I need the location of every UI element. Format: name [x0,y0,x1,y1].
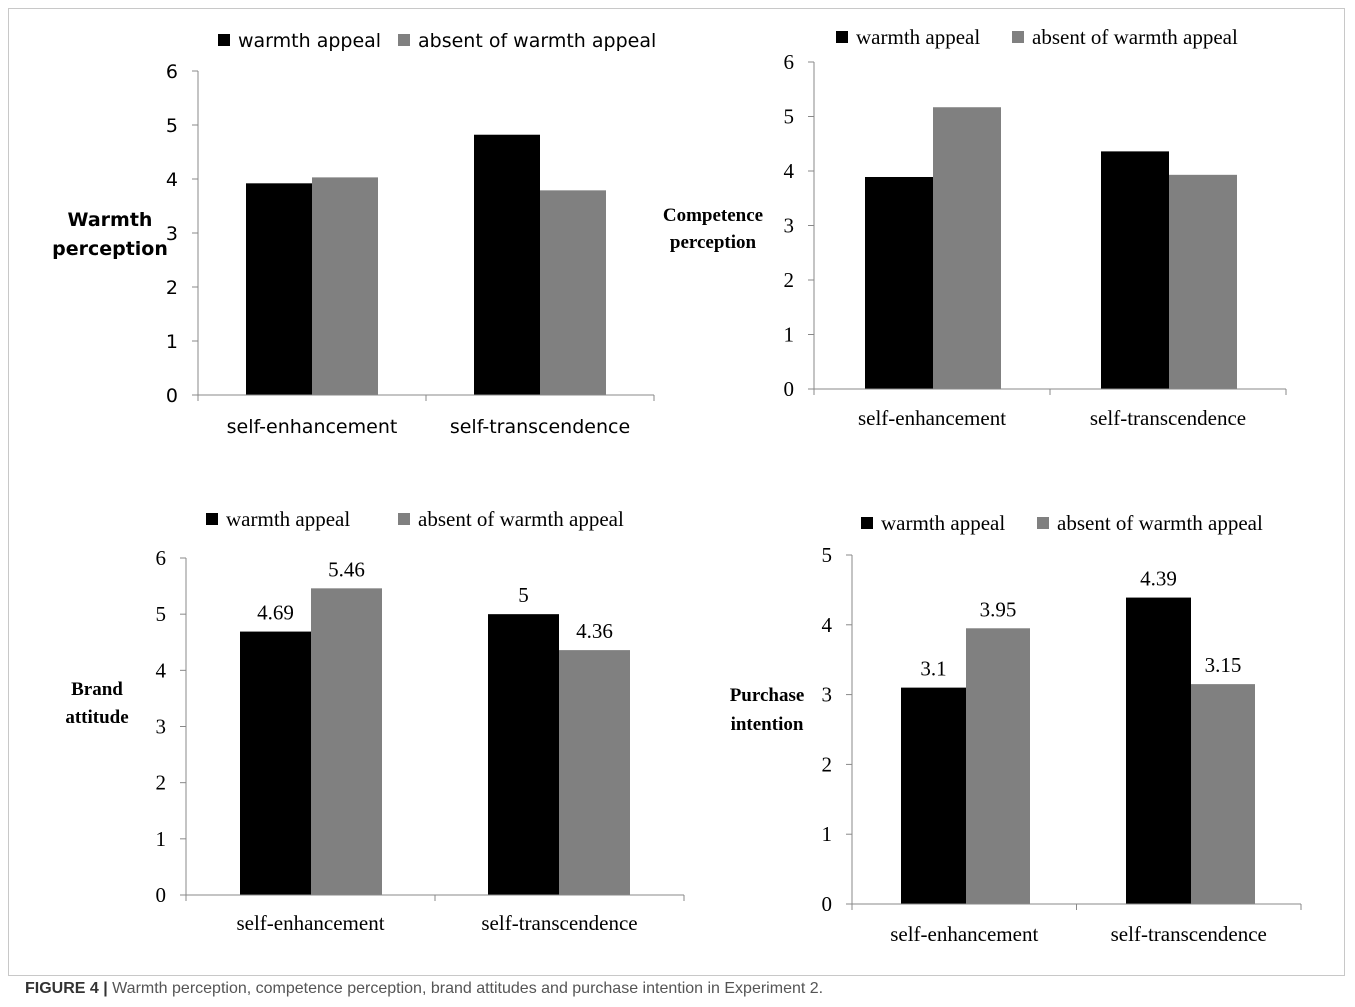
chart2-y-axis-label-line1: Competence [663,205,763,226]
chart1-y-tick-label: 1 [166,331,178,353]
chart3-y-tick-label: 4 [156,658,167,682]
chart3-data-label: 4.36 [576,619,613,643]
chart1-y-tick-label: 6 [166,61,178,83]
chart4-category-label: self-enhancement [890,922,1038,946]
chart1-bar-absent-1 [312,177,378,395]
chart3-bar-absent-2 [559,650,630,895]
chart4-bar-absent-2 [1191,684,1255,904]
chart2-legend-swatch-absent [1012,31,1024,43]
chart3-legend-swatch-absent [398,513,410,525]
chart4-legend-swatch-absent [1037,517,1049,529]
chart4-data-label: 4.39 [1140,567,1177,591]
chart3-data-label: 4.69 [257,601,294,625]
chart2-bar-absent-1 [933,107,1001,390]
chart4-bar-absent-1 [966,628,1030,904]
chart3-legend-swatch-warmth [206,513,218,525]
chart1-y-tick-label: 4 [166,169,178,191]
chart4-y-tick-label: 5 [822,543,833,567]
chart3-y-tick-label: 0 [156,883,167,907]
chart1-y-axis-label-line1: Warmth [68,209,153,231]
chart3-category-label: self-enhancement [236,911,384,935]
chart1-y-tick-label: 3 [166,223,178,245]
chart4-y-tick-label: 0 [822,892,833,916]
chart3-legend-label-warmth: warmth appeal [226,507,350,531]
chart3-bar-warmth-2 [488,614,559,895]
chart2-legend-swatch-warmth [836,31,848,43]
chart4-legend-label-warmth: warmth appeal [881,511,1005,535]
chart3-y-tick-label: 6 [156,546,167,570]
chart1-bar-warmth-2 [474,134,540,395]
chart2-legend-label-warmth: warmth appeal [856,25,980,49]
chart1-category-label: self-enhancement [227,416,398,438]
chart4-bar-warmth-2 [1126,597,1191,904]
figure-caption: FIGURE 4 | Warmth perception, competence… [25,980,1335,1002]
chart1-y-tick-label: 2 [166,277,178,299]
chart3-y-tick-label: 2 [156,771,167,795]
chart4-category-label: self-transcendence [1111,922,1267,946]
chart2-category-label: self-enhancement [858,406,1006,430]
chart1-y-axis-label-line2: perception [52,238,168,260]
chart4-data-label: 3.15 [1205,653,1242,677]
caption-label: FIGURE 4 | [25,980,108,997]
chart3-data-label: 5.46 [328,557,365,581]
chart2-y-tick-label: 6 [784,50,795,74]
chart4-y-tick-label: 4 [822,613,833,637]
chart2-legend-label-absent: absent of warmth appeal [1032,25,1238,49]
chart3-bar-warmth-1 [240,631,311,895]
chart4-y-tick-label: 1 [822,822,833,846]
chart1-category-label: self-transcendence [450,416,630,438]
chart3-bar-absent-1 [311,588,382,895]
chart3-y-tick-label: 5 [156,602,167,626]
chart1-bar-warmth-1 [246,183,312,395]
chart1-legend-label-warmth: warmth appeal [238,30,381,52]
chart4-legend-label-absent: absent of warmth appeal [1057,511,1263,535]
chart3-y-tick-label: 1 [156,827,167,851]
chart2-y-tick-label: 1 [784,323,795,347]
chart4-y-axis-label-line1: Purchase [730,685,805,706]
chart3-legend-label-absent: absent of warmth appeal [418,507,624,531]
chart2-bar-absent-2 [1169,174,1237,389]
chart2-y-tick-label: 5 [784,105,795,129]
chart1-legend-swatch-warmth [218,34,230,46]
chart3-data-label: 5 [518,583,529,607]
chart2-y-tick-label: 0 [784,377,795,401]
chart2-y-tick-label: 2 [784,268,795,292]
chart2-bar-warmth-2 [1101,151,1169,389]
chart1-bar-absent-2 [540,190,606,395]
chart2-y-axis-label-line2: perception [670,232,757,253]
chart3-y-axis-label-line2: attitude [65,707,128,728]
chart4-legend-swatch-warmth [861,517,873,529]
chart4-y-tick-label: 3 [822,683,833,707]
chart4-y-axis-label-line2: intention [731,714,804,735]
chart1-legend-swatch-absent [398,34,410,46]
chart1-y-tick-label: 5 [166,115,178,137]
chart4-data-label: 3.95 [980,597,1017,621]
chart1-y-tick-label: 0 [166,385,178,407]
chart4-data-label: 3.1 [920,657,946,681]
chart2-y-tick-label: 4 [784,159,795,183]
caption-text: Warmth perception, competence perception… [107,980,824,997]
chart2-category-label: self-transcendence [1090,406,1246,430]
chart4-y-tick-label: 2 [822,752,833,776]
chart2-bar-warmth-1 [865,176,933,389]
chart3-y-tick-label: 3 [156,715,167,739]
chart3-category-label: self-transcendence [481,911,637,935]
chart1-legend-label-absent: absent of warmth appeal [418,30,656,52]
chart2-y-tick-label: 3 [784,214,795,238]
chart4-bar-warmth-1 [901,687,966,904]
chart3-y-axis-label-line1: Brand [71,679,123,700]
